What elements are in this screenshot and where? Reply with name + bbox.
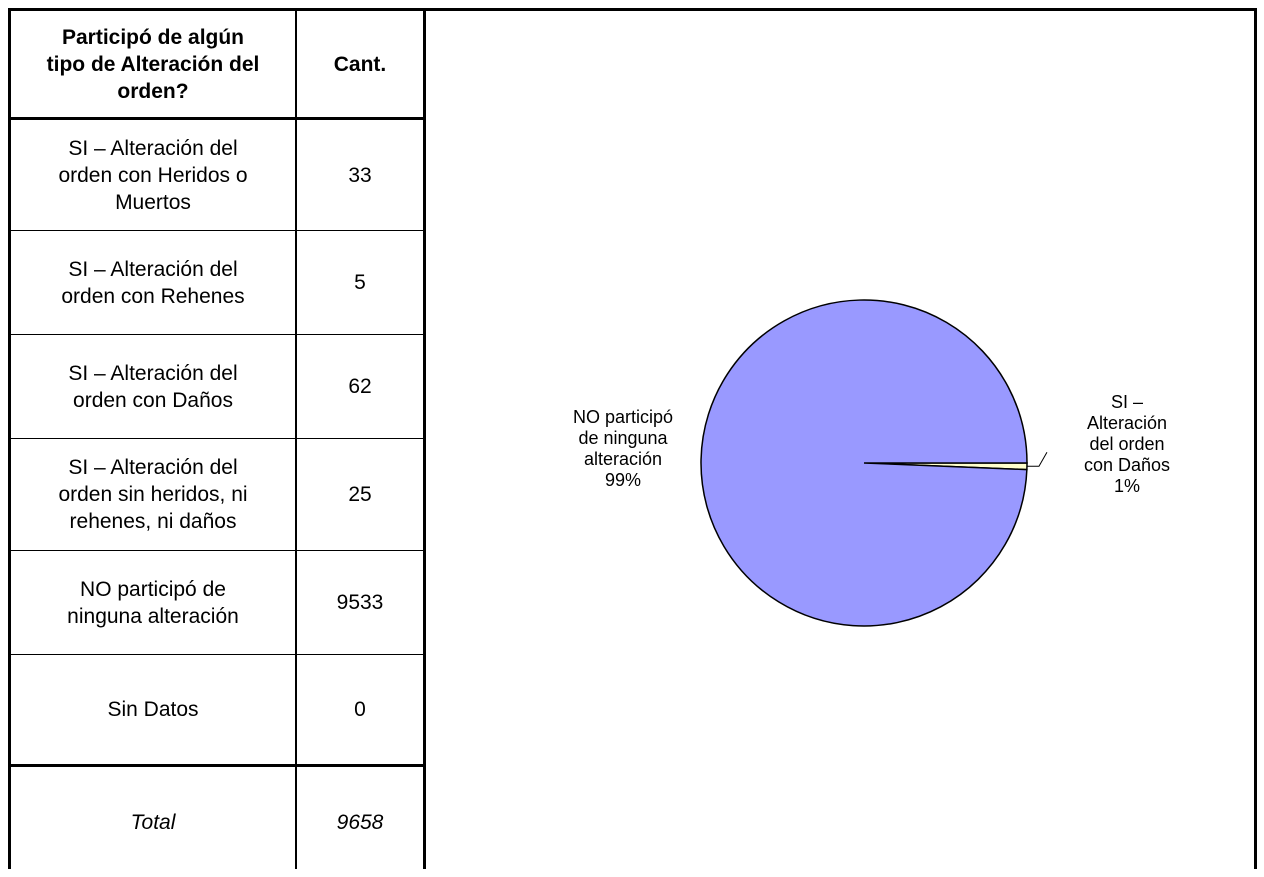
table-row-count: 0 xyxy=(297,655,423,764)
chart-border-right xyxy=(1254,8,1257,869)
table-row-count: 25 xyxy=(297,439,423,550)
row-divider xyxy=(8,230,426,231)
row-divider xyxy=(8,654,426,655)
row-count-value: 33 xyxy=(348,163,372,187)
header-line: tipo de Alteración del xyxy=(46,52,260,76)
row-count-value: 0 xyxy=(354,698,366,721)
table-row-label: Sin Datos xyxy=(11,655,295,764)
table-row-label: SI – Alteración del orden sin heridos, n… xyxy=(11,439,295,550)
table-row-label: NO participó de ninguna alteración xyxy=(11,551,295,654)
header-count: Cant. xyxy=(333,52,387,76)
row-label-line: NO participó de xyxy=(80,577,226,601)
row-label-line: SI – Alteración del xyxy=(68,136,238,160)
row-label-line: orden sin heridos, ni xyxy=(58,483,248,506)
pie-slice xyxy=(700,299,1028,627)
row-count-value: 62 xyxy=(348,375,372,398)
header-count-cell: Cant. xyxy=(297,11,423,117)
top-border xyxy=(8,8,1257,11)
table-row-label: SI – Alteración del orden con Daños xyxy=(11,335,295,438)
row-label-line: ninguna alteración xyxy=(67,604,239,628)
header-divider xyxy=(8,117,426,120)
row-label-line: SI – Alteración del xyxy=(68,456,238,479)
total-count-cell: 9658 xyxy=(297,767,423,877)
row-label-line: orden con Daños xyxy=(73,388,233,412)
table-row-count: 9533 xyxy=(297,551,423,654)
pie-chart: NO participó de ninguna alteración 99% SI – A… xyxy=(573,299,1170,627)
table-row-count: 62 xyxy=(297,335,423,438)
header-line: orden? xyxy=(117,79,189,103)
row-divider xyxy=(8,334,426,335)
row-label-line: SI – Alteración del xyxy=(68,257,238,281)
data-label-no-participo: NO participó de ninguna alteración 99% xyxy=(573,407,673,490)
row-count-value: 9533 xyxy=(336,591,384,614)
row-divider xyxy=(8,550,426,551)
leader-line xyxy=(1026,452,1048,467)
row-divider xyxy=(8,438,426,439)
row-label-line: rehenes, ni daños xyxy=(69,510,237,533)
row-label-line: orden con Rehenes xyxy=(61,284,245,308)
header-question: Participó de algún tipo de Alteración de… xyxy=(47,24,260,105)
table-row-label: SI – Alteración del orden con Rehenes xyxy=(11,231,295,334)
header-line: Participó de algún xyxy=(61,25,245,49)
row-label-line: SI – Alteración del xyxy=(68,361,238,385)
total-divider xyxy=(8,764,426,767)
table-row-label: SI – Alteración del orden con Heridos o … xyxy=(11,120,295,230)
row-label-line: orden con Heridos o xyxy=(58,163,248,187)
total-count: 9658 xyxy=(336,810,384,834)
data-label-si-danos: SI – Alteración del orden con Daños 1% xyxy=(1084,392,1170,496)
row-label-line: Muertos xyxy=(115,190,191,214)
row-count-value: 25 xyxy=(348,483,372,506)
table-row-count: 33 xyxy=(297,120,423,230)
table-row-count: 5 xyxy=(297,231,423,334)
total-label: Total xyxy=(130,810,176,834)
header-question-cell: Participó de algún tipo de Alteración de… xyxy=(11,11,295,117)
page-frame: Participó de algún tipo de Alteración de… xyxy=(8,8,1257,869)
total-label-cell: Total xyxy=(11,767,295,877)
row-label-line: Sin Datos xyxy=(107,698,199,721)
row-count-value: 5 xyxy=(354,271,366,294)
